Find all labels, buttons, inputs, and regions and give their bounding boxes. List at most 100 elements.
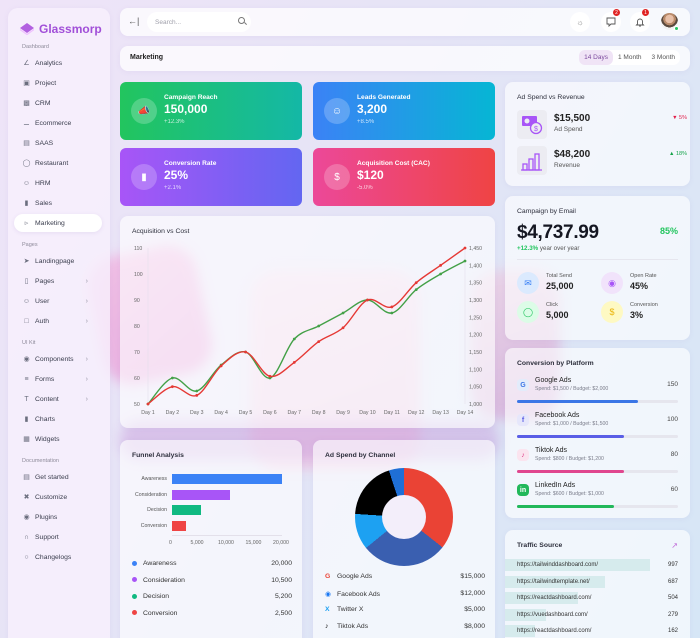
funnel-legend-item: Awareness 20,000 — [132, 560, 292, 567]
notifications-button[interactable]: 1 — [630, 9, 650, 32]
megaphone-icon: 📣 — [131, 98, 157, 124]
traffic-row[interactable]: https://tailwinddashboard.com/ 997 — [505, 559, 690, 571]
range-14-days[interactable]: 14 Days — [579, 50, 613, 65]
search-icon[interactable] — [238, 17, 245, 24]
sidebar-item-project[interactable]: ▣ Project — [14, 74, 102, 92]
traffic-row[interactable]: https://reactdashboard.com/ 162 — [505, 625, 690, 637]
traffic-value: 687 — [667, 578, 678, 585]
funnel-bar[interactable] — [172, 474, 282, 484]
sidebar-item-pages[interactable]: ▯ Pages › — [14, 272, 102, 290]
mail-icon: ✉ — [517, 272, 539, 294]
chevron-right-icon: › — [85, 395, 88, 403]
svg-text:1,200: 1,200 — [469, 333, 482, 339]
section-label: Dashboard — [22, 44, 49, 50]
sidebar-item-widgets[interactable]: ▦ Widgets — [14, 430, 102, 448]
google-icon: G — [517, 379, 529, 391]
card-title: Campaign by Email — [517, 208, 576, 215]
sidebar-item-analytics[interactable]: ∠ Analytics — [14, 54, 102, 72]
page-header: Marketing 14 Days 1 Month 3 Month — [120, 46, 690, 71]
ad-spend-change: ▼ 5% — [672, 115, 687, 121]
sidebar-item-changelogs[interactable]: ○ Changelogs — [14, 548, 102, 566]
logo-icon — [20, 23, 34, 35]
eye-icon: ◉ — [601, 272, 623, 294]
sidebar-item-restaurant[interactable]: ◯ Restaurant — [14, 154, 102, 172]
sidebar-item-forms[interactable]: ≡ Forms › — [14, 370, 102, 388]
svg-text:Day 9: Day 9 — [336, 410, 350, 416]
svg-text:Day 11: Day 11 — [384, 410, 400, 416]
sidebar-item-sales[interactable]: ▮ Sales — [14, 194, 102, 212]
funnel-tick: 15,000 — [245, 540, 262, 546]
arrow-down-icon: ▼ — [672, 115, 680, 121]
sidebar-item-label: Components — [35, 355, 74, 363]
sidebar-item-auth[interactable]: □ Auth › — [14, 312, 102, 330]
sidebar-item-saas[interactable]: ▤ SAAS — [14, 134, 102, 152]
sidebar-item-content[interactable]: T Content › — [14, 390, 102, 408]
kpi-value: 3,200 — [357, 102, 388, 116]
funnel-bar[interactable] — [172, 520, 186, 531]
search-input[interactable]: Search... — [147, 12, 251, 32]
sidebar-item-components[interactable]: ◉ Components › — [14, 350, 102, 368]
svg-text:Day 1: Day 1 — [141, 410, 155, 416]
traffic-value: 997 — [667, 562, 678, 568]
legend-dot — [132, 560, 137, 566]
range-3-month[interactable]: 3 Month — [651, 54, 676, 61]
sidebar-item-hrm[interactable]: ☺ HRM — [14, 174, 102, 192]
acquisition-vs-cost-chart: 50 60 70 80 90 100 110 1,000 1,050 1,100 1,150 1,20… — [134, 246, 482, 416]
user-avatar[interactable] — [661, 13, 679, 31]
sidebar-item-landingpage[interactable]: ➤ Landingpage — [14, 252, 102, 270]
arrow-up-icon: ▲ — [669, 151, 676, 157]
funnel-axis-label: Decision — [147, 507, 167, 513]
users-icon: ☺ — [22, 179, 31, 187]
traffic-row[interactable]: https://tailwindtemplate.net/ 687 — [505, 575, 690, 588]
stat-total-send: ✉ Total Send 25,000 — [517, 272, 597, 296]
traffic-row[interactable]: https://reactdashboard.com/ 504 — [505, 592, 690, 604]
sidebar-item-ecommerce[interactable]: ⚊ Ecommerce — [14, 114, 102, 132]
donut-hole — [382, 495, 426, 539]
kpi-value: 25% — [164, 168, 189, 182]
svg-text:1,400: 1,400 — [469, 263, 482, 269]
funnel-legend-item: Consideration 10,500 — [132, 577, 292, 584]
series-acquisition — [147, 260, 466, 405]
legend-dot — [132, 577, 137, 583]
collapse-sidebar-icon[interactable]: ←| — [128, 16, 140, 26]
sidebar-item-customize[interactable]: ✖ Customize — [14, 488, 102, 506]
sidebar-item-label: Support — [35, 533, 59, 541]
tiktok-icon: ♪ — [517, 449, 529, 461]
sidebar-item-charts[interactable]: ▮ Charts — [14, 410, 102, 428]
logo[interactable]: Glassmorp — [20, 22, 102, 36]
theme-toggle-button[interactable]: ☼ — [570, 12, 590, 32]
funnel-axis-label: Consideration — [134, 491, 167, 498]
svg-text:1,350: 1,350 — [469, 281, 482, 287]
sidebar-item-plugins[interactable]: ◉ Plugins — [14, 508, 102, 526]
sidebar-item-user[interactable]: ☺ User › — [14, 292, 102, 310]
sidebar-item-label: Pages — [35, 277, 55, 285]
sidebar-item-get-started[interactable]: ▤ Get started — [14, 468, 102, 486]
messages-button[interactable]: 2 — [601, 9, 621, 32]
kpi-change: -5.0% — [357, 185, 373, 191]
svg-text:Day 3: Day 3 — [190, 410, 204, 416]
traffic-url: https://tailwinddashboard.com/ — [517, 562, 599, 568]
kpi-card-acquisition-cost-cac: $ Acquisition Cost (CAC) $120 -5.0% — [313, 148, 495, 206]
platform-row: ♪ Tiktok Ads Spend: $800 / Budget: $1,20… — [517, 447, 678, 481]
headset-icon: ∩ — [23, 533, 30, 541]
svg-text:1,300: 1,300 — [469, 298, 482, 304]
document-icon: ▤ — [23, 474, 30, 481]
range-1-month[interactable]: 1 Month — [618, 54, 642, 61]
revenue-value: $48,200 — [554, 149, 591, 160]
sidebar-item-label: Content — [35, 395, 59, 403]
external-link-icon[interactable]: ↗ — [671, 541, 678, 550]
sidebar-item-support[interactable]: ∩ Support — [14, 528, 102, 546]
funnel-bar[interactable] — [172, 505, 201, 515]
svg-text:70: 70 — [134, 350, 140, 356]
traffic-value: 162 — [667, 628, 678, 634]
sidebar-item-marketing[interactable]: ▹ Marketing — [14, 214, 102, 232]
svg-text:80: 80 — [134, 324, 140, 330]
svg-text:1,000: 1,000 — [469, 402, 482, 408]
traffic-row[interactable]: https://vuedashboard.com/ 279 — [505, 608, 690, 621]
funnel-bar[interactable] — [172, 489, 230, 500]
kpi-change: +12.3% — [164, 119, 185, 125]
search-placeholder: Search... — [155, 18, 182, 26]
text-icon: T — [24, 395, 29, 403]
chart-line-icon: ∠ — [23, 60, 30, 67]
sidebar-item-crm[interactable]: ▩ CRM — [14, 94, 102, 112]
